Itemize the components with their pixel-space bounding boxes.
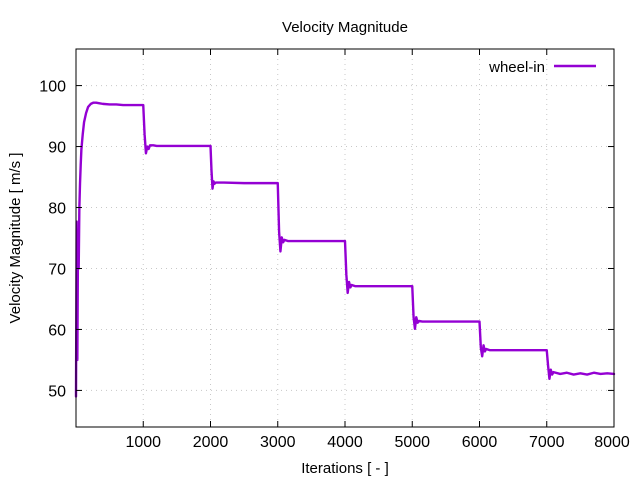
axis-ticks bbox=[76, 49, 615, 427]
x-tick-label: 8000 bbox=[594, 434, 630, 451]
y-tick-label: 50 bbox=[48, 383, 66, 400]
x-axis-label: Iterations [ - ] bbox=[301, 460, 389, 477]
series-line-wheel-in bbox=[74, 101, 616, 398]
x-tick-label: 3000 bbox=[260, 434, 296, 451]
y-tick-label: 90 bbox=[48, 140, 66, 157]
x-tick-label: 5000 bbox=[394, 434, 430, 451]
x-tick-label: 7000 bbox=[529, 434, 565, 451]
legend-label: wheel-in bbox=[488, 59, 545, 76]
y-tick-labels: 50 60 70 80 90 100 bbox=[39, 79, 66, 401]
chart-title: Velocity Magnitude bbox=[282, 19, 408, 36]
series-layer bbox=[74, 101, 616, 398]
x-tick-label: 1000 bbox=[125, 434, 161, 451]
y-tick-label: 60 bbox=[48, 322, 66, 339]
x-tick-label: 4000 bbox=[327, 434, 363, 451]
y-tick-label: 80 bbox=[48, 201, 66, 218]
y-tick-label: 100 bbox=[39, 79, 66, 96]
y-tick-label: 70 bbox=[48, 261, 66, 278]
legend: wheel-in bbox=[488, 59, 596, 76]
x-tick-label: 2000 bbox=[193, 434, 229, 451]
y-axis-label: Velocity Magnitude [ m/s ] bbox=[7, 153, 24, 324]
x-tick-label: 6000 bbox=[462, 434, 498, 451]
x-tick-labels: 1000 2000 3000 4000 5000 6000 7000 8000 bbox=[125, 434, 629, 451]
